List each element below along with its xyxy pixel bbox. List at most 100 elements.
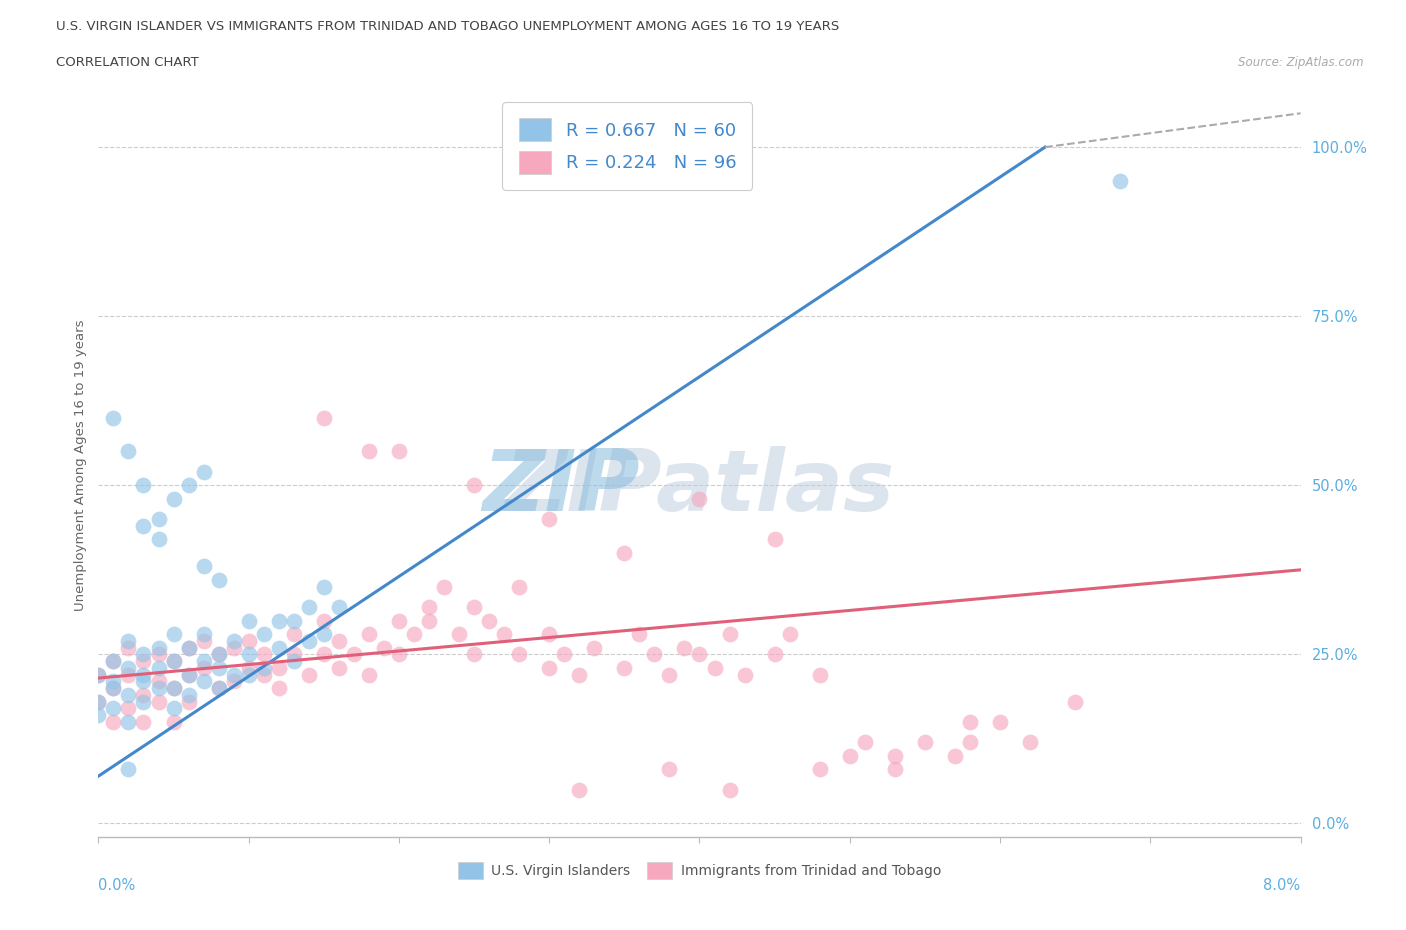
Point [103,654,125,669]
Point [538,512,561,526]
Point [283,627,305,642]
Point [117,660,139,675]
Point [117,667,139,682]
Point [538,627,561,642]
Point [1109,174,1132,189]
Point [312,613,335,628]
Point [494,627,516,642]
Text: CORRELATION CHART: CORRELATION CHART [56,56,200,69]
Point [267,640,290,655]
Point [357,444,380,458]
Point [688,647,710,662]
Point [238,667,260,682]
Point [222,640,245,655]
Point [193,633,215,648]
Point [357,667,380,682]
Point [508,579,530,594]
Point [388,647,411,662]
Point [298,667,321,682]
Point [117,714,139,729]
Point [132,654,155,669]
Point [87,667,110,682]
Point [628,627,651,642]
Point [718,782,741,797]
Point [103,681,125,696]
Point [312,410,335,425]
Point [613,660,636,675]
Point [132,687,155,702]
Point [838,749,860,764]
Point [808,762,831,777]
Point [388,444,411,458]
Point [253,627,276,642]
Y-axis label: Unemployment Among Ages 16 to 19 years: Unemployment Among Ages 16 to 19 years [75,319,87,611]
Point [222,674,245,689]
Point [162,681,184,696]
Point [162,714,184,729]
Point [177,640,200,655]
Text: ZIPatlas: ZIPatlas [505,445,894,529]
Point [853,735,876,750]
Point [162,681,184,696]
Point [508,647,530,662]
Point [734,667,756,682]
Point [568,667,591,682]
Point [433,579,456,594]
Point [613,546,636,561]
Text: 8.0%: 8.0% [1264,878,1301,893]
Legend: U.S. Virgin Islanders, Immigrants from Trinidad and Tobago: U.S. Virgin Islanders, Immigrants from T… [451,855,948,886]
Point [208,647,231,662]
Point [883,762,905,777]
Point [103,701,125,716]
Point [959,714,981,729]
Point [583,640,606,655]
Point [538,660,561,675]
Point [763,647,786,662]
Point [463,647,485,662]
Point [87,667,110,682]
Point [238,633,260,648]
Point [253,667,276,682]
Point [177,640,200,655]
Point [283,647,305,662]
Point [883,749,905,764]
Point [267,681,290,696]
Point [959,735,981,750]
Point [988,714,1011,729]
Point [103,681,125,696]
Point [132,667,155,682]
Point [222,667,245,682]
Point [148,674,170,689]
Point [718,627,741,642]
Point [117,701,139,716]
Point [117,444,139,458]
Point [238,613,260,628]
Point [312,627,335,642]
Point [117,762,139,777]
Point [162,654,184,669]
Point [148,647,170,662]
Point [117,640,139,655]
Point [658,667,681,682]
Point [193,559,215,574]
Point [298,633,321,648]
Point [208,647,231,662]
Point [673,640,696,655]
Point [283,613,305,628]
Point [253,660,276,675]
Point [87,695,110,710]
Point [162,627,184,642]
Point [463,478,485,493]
Point [148,640,170,655]
Text: 0.0%: 0.0% [98,878,135,893]
Point [298,600,321,615]
Point [253,647,276,662]
Point [193,654,215,669]
Point [328,633,350,648]
Point [463,600,485,615]
Point [267,660,290,675]
Point [103,410,125,425]
Point [103,714,125,729]
Point [177,687,200,702]
Point [177,695,200,710]
